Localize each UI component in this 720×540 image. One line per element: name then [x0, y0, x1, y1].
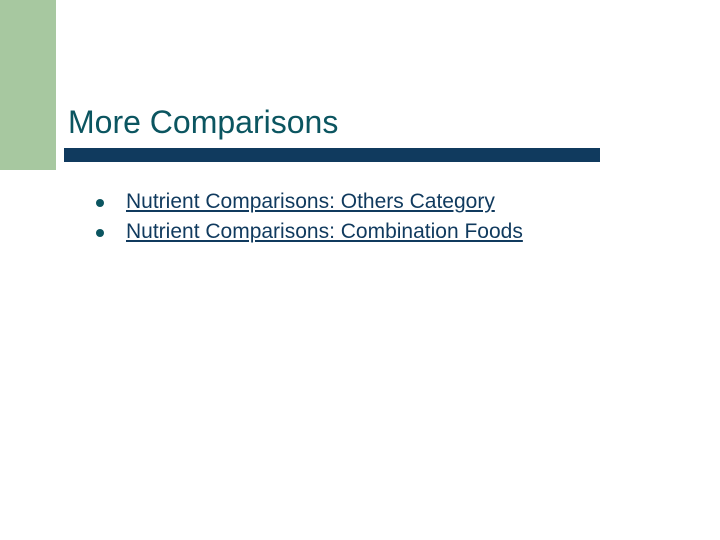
link-others-category[interactable]: Nutrient Comparisons: Others Category — [126, 190, 495, 214]
list-item: Nutrient Comparisons: Others Category — [96, 190, 523, 214]
slide-title: More Comparisons — [68, 104, 338, 141]
decorative-square — [0, 0, 56, 170]
link-combination-foods[interactable]: Nutrient Comparisons: Combination Foods — [126, 220, 523, 244]
bullet-list: Nutrient Comparisons: Others Category Nu… — [96, 190, 523, 250]
title-underline — [64, 148, 600, 162]
list-item: Nutrient Comparisons: Combination Foods — [96, 220, 523, 244]
bullet-icon — [96, 229, 104, 237]
bullet-icon — [96, 199, 104, 207]
